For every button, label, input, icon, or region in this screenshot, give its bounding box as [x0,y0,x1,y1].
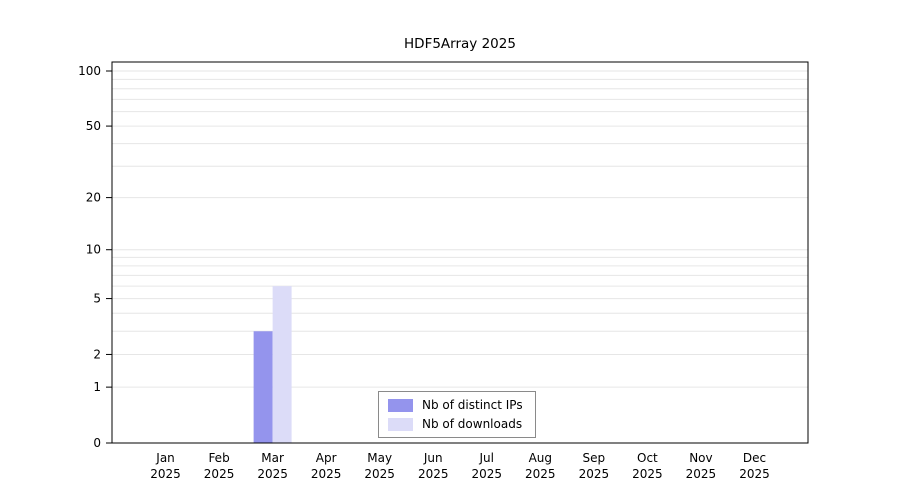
x-tick-year: 2025 [686,467,717,481]
bar-mar-series0 [253,331,273,443]
legend-swatch-downloads [388,417,413,431]
y-axis: 0 1 2 5 10 20 50 100 [78,64,112,450]
x-tick-month: Oct [637,451,658,465]
legend: Nb of distinct IPs Nb of downloads [378,391,536,438]
y-tick-label: 10 [86,243,101,257]
x-tick-year: 2025 [632,467,663,481]
legend-item-distinct-ips: Nb of distinct IPs [388,398,523,412]
y-tick-label: 5 [93,292,101,306]
x-tick-month: Aug [529,451,552,465]
x-tick-month: Mar [261,451,284,465]
x-tick-year: 2025 [257,467,288,481]
bar-mar-series1 [272,286,292,443]
x-tick-month: Jan [155,451,175,465]
x-tick-year: 2025 [150,467,181,481]
x-tick-year: 2025 [471,467,502,481]
x-tick-year: 2025 [364,467,395,481]
y-tick-label: 100 [78,64,101,78]
plot-border [111,61,809,444]
gridlines [112,70,808,388]
legend-item-downloads: Nb of downloads [388,417,523,431]
x-tick-year: 2025 [204,467,235,481]
x-tick-year: 2025 [525,467,556,481]
y-tick-label: 2 [93,347,101,361]
x-tick-year: 2025 [579,467,610,481]
y-tick-label: 20 [86,191,101,205]
x-tick-month: May [367,451,392,465]
x-tick-month: Dec [743,451,766,465]
x-tick-month: Jun [423,451,443,465]
bars [253,286,292,443]
x-tick-month: Nov [689,451,712,465]
y-tick-label: 50 [86,119,101,133]
x-tick-year: 2025 [739,467,770,481]
legend-label-distinct-ips: Nb of distinct IPs [422,398,523,412]
x-tick-month: Apr [316,451,337,465]
x-axis-labels: Jan 2025 Feb 2025 Mar 2025 Apr 2025 May 2025 Jun 20… [150,451,769,481]
legend-swatch-distinct-ips [388,398,413,412]
y-tick-label: 1 [93,380,101,394]
chart-title: HDF5Array 2025 [404,36,516,52]
legend-label-downloads: Nb of downloads [422,417,523,431]
x-tick-month: Sep [583,451,606,465]
x-tick-year: 2025 [418,467,449,481]
x-tick-month: Jul [479,451,494,465]
x-tick-month: Feb [208,451,229,465]
x-tick-year: 2025 [311,467,342,481]
y-tick-label: 0 [93,436,101,450]
